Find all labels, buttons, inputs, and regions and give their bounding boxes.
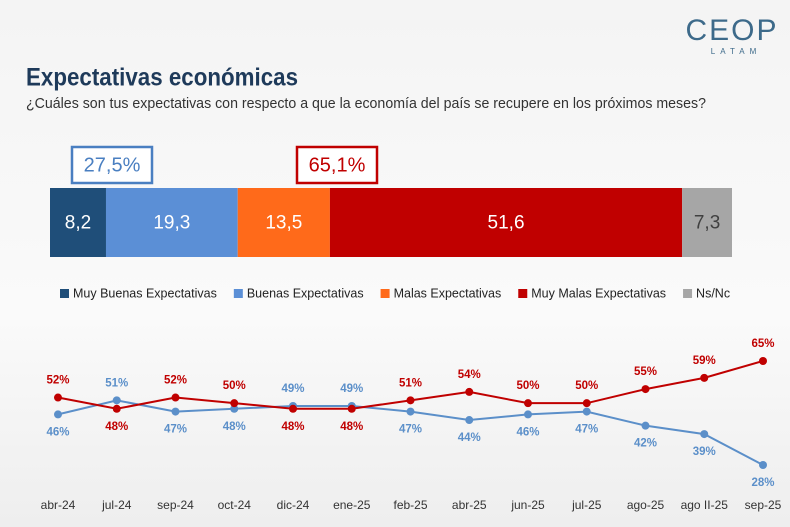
point xyxy=(406,396,415,405)
x-tick-label: abr-24 xyxy=(41,498,76,512)
bar-segment xyxy=(105,188,238,257)
legend-swatch xyxy=(233,289,243,298)
value-label: 7,3 xyxy=(694,213,720,234)
legend-swatch xyxy=(683,289,693,298)
value-label: 50% xyxy=(516,380,539,392)
value-label: 48% xyxy=(281,421,304,433)
x-tick-label: feb-25 xyxy=(393,498,427,512)
value-label: 48% xyxy=(340,421,363,433)
value-label: 59% xyxy=(693,355,716,367)
point xyxy=(406,407,415,416)
point xyxy=(641,421,650,430)
annotation: 65,1% xyxy=(309,154,366,176)
point xyxy=(465,416,474,425)
x-tick-label: sep-25 xyxy=(745,498,782,512)
value-label: 42% xyxy=(634,438,657,450)
point xyxy=(230,399,239,408)
x-tick-label: sep-24 xyxy=(157,498,194,512)
x-tick-label: abr-25 xyxy=(452,498,487,512)
point xyxy=(700,373,709,382)
point xyxy=(230,404,239,413)
point xyxy=(465,387,474,396)
point xyxy=(524,410,532,419)
point xyxy=(700,430,709,439)
point xyxy=(759,357,767,365)
value-label: 47% xyxy=(575,424,598,436)
value-label: 65% xyxy=(751,338,774,350)
point xyxy=(171,407,180,416)
legend-swatch xyxy=(60,289,69,298)
value-label: 39% xyxy=(693,446,716,458)
value-label: 51% xyxy=(399,377,422,389)
x-tick-label: ago-25 xyxy=(627,498,665,512)
legend-swatch xyxy=(380,289,390,298)
value-label: 47% xyxy=(399,424,422,436)
x-tick-label: jun-25 xyxy=(510,498,545,512)
value-label: 47% xyxy=(164,424,187,436)
point xyxy=(54,410,62,419)
legend-label: Buenas Expectativas xyxy=(247,286,364,300)
point xyxy=(112,396,121,405)
value-label: 46% xyxy=(46,426,69,438)
point xyxy=(582,407,591,416)
point xyxy=(641,385,650,394)
value-label: 50% xyxy=(575,380,598,392)
value-label: 46% xyxy=(516,426,539,438)
value-label: 51% xyxy=(105,377,128,389)
value-label: 19,3 xyxy=(153,213,190,234)
legend-label: Malas Expectativas xyxy=(394,286,502,300)
logo-sub: LATAM xyxy=(711,47,761,56)
point xyxy=(759,461,767,469)
value-label: 48% xyxy=(105,421,128,433)
bar-segment xyxy=(237,188,330,257)
value-label: 50% xyxy=(223,380,246,392)
value-label: 44% xyxy=(458,432,481,444)
point xyxy=(171,393,180,402)
x-tick-label: ene-25 xyxy=(333,498,371,512)
point xyxy=(347,404,356,413)
annotation-box xyxy=(70,145,154,185)
point xyxy=(112,404,121,413)
value-label: 13,5 xyxy=(265,213,302,234)
title: Expectativas económicas xyxy=(26,64,298,92)
bar-segment xyxy=(682,188,732,257)
value-label: 8,2 xyxy=(65,213,91,234)
value-label: 49% xyxy=(340,383,363,395)
value-label: 49% xyxy=(281,383,304,395)
x-tick-label: jul-25 xyxy=(571,498,602,512)
x-tick-label: jul-24 xyxy=(101,498,132,512)
x-tick-label: ago II-25 xyxy=(681,498,729,512)
legend-label: Ns/Nc xyxy=(696,286,730,300)
annotation: 27,5% xyxy=(84,154,141,176)
point xyxy=(54,393,62,402)
value-label: 54% xyxy=(458,369,481,381)
value-label: 51,6 xyxy=(488,213,525,234)
legend-swatch xyxy=(518,289,528,298)
subtitle: ¿Cuáles son tus expectativas con respect… xyxy=(26,96,706,112)
value-label: 48% xyxy=(223,421,246,433)
value-label: 55% xyxy=(634,366,657,378)
point xyxy=(524,399,532,408)
value-label: 28% xyxy=(751,477,774,489)
annotation-box xyxy=(295,145,379,185)
point xyxy=(289,404,297,413)
bar-segment xyxy=(329,188,683,257)
x-tick-label: dic-24 xyxy=(277,498,310,512)
bar-segment xyxy=(50,188,106,257)
legend-label: Muy Buenas Expectativas xyxy=(73,286,217,300)
value-label: 52% xyxy=(164,375,187,387)
logo: CEOP xyxy=(685,14,778,47)
x-tick-label: oct-24 xyxy=(218,498,252,512)
point xyxy=(582,399,591,408)
legend-label: Muy Malas Expectativas xyxy=(531,286,666,300)
value-label: 52% xyxy=(46,375,69,387)
